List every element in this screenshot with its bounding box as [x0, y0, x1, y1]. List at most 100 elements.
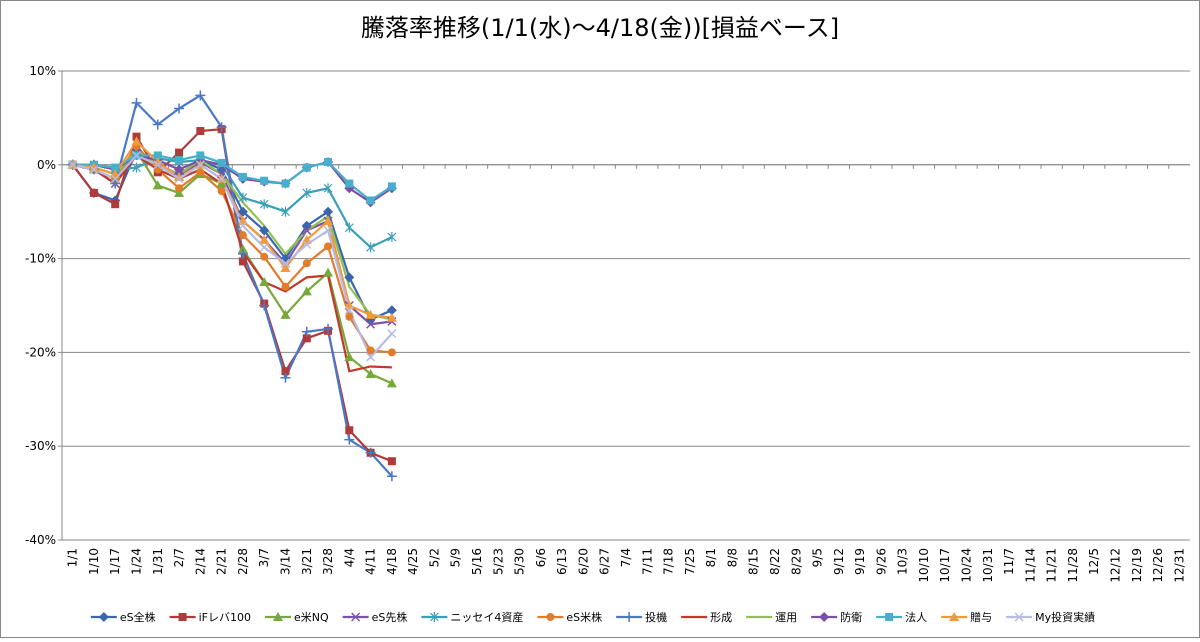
marker [281, 282, 290, 291]
marker [280, 262, 291, 272]
marker [344, 352, 355, 362]
x-tick-label: 3/21 [300, 548, 314, 575]
y-tick-label: 10% [29, 64, 56, 78]
marker [302, 225, 312, 235]
marker [217, 158, 226, 167]
legend-label: eS米株 [566, 610, 602, 624]
x-tick-label: 7/11 [640, 548, 654, 575]
y-tick-label: -40% [25, 533, 56, 547]
x-tick-label: 4/25 [406, 548, 420, 575]
legend-label: 形成 [710, 611, 732, 624]
marker [344, 272, 355, 283]
x-tick-label: 6/20 [576, 548, 590, 575]
marker [386, 305, 397, 316]
marker [323, 267, 334, 277]
marker [301, 326, 312, 337]
marker [196, 151, 205, 160]
marker [131, 150, 142, 160]
marker [624, 612, 635, 622]
marker [366, 346, 375, 355]
marker [174, 187, 185, 197]
marker [281, 179, 290, 188]
marker [302, 259, 311, 268]
x-tick-label: 11/28 [1066, 548, 1080, 583]
x-tick-label: 3/14 [278, 548, 292, 575]
x-tick-label: 4/4 [342, 548, 356, 567]
marker [344, 434, 355, 445]
marker [216, 122, 227, 133]
x-tick-label: 8/1 [704, 548, 718, 567]
marker [153, 160, 163, 170]
x-tick-label: 5/16 [470, 548, 484, 575]
x-tick-label: 4/18 [385, 548, 399, 575]
x-tick-label: 1/24 [129, 548, 143, 575]
marker [301, 286, 312, 296]
marker [366, 319, 376, 329]
marker [351, 612, 361, 622]
marker [89, 188, 98, 197]
marker [259, 199, 269, 210]
marker [195, 160, 205, 170]
marker [196, 127, 205, 136]
y-tick-label: 0% [37, 158, 56, 172]
legend-label: iFレバ100 [199, 611, 251, 624]
marker [259, 300, 270, 311]
marker [323, 323, 334, 334]
x-tick-label: 1/31 [151, 548, 165, 575]
chart-title: 騰落率推移(1/1(水)～4/18(金))[損益ベース] [361, 14, 839, 42]
marker [260, 176, 269, 185]
x-tick-label: 10/10 [917, 548, 931, 583]
x-tick-label: 5/9 [449, 548, 463, 567]
x-tick-label: 6/13 [555, 548, 569, 575]
marker [174, 174, 184, 184]
marker [323, 225, 333, 235]
legend-label: 防衛 [840, 610, 862, 624]
marker [345, 312, 354, 321]
marker [387, 232, 397, 243]
marker [237, 244, 248, 254]
marker [365, 447, 376, 458]
marker [153, 151, 162, 160]
legend-label: 法人 [905, 610, 927, 624]
legend-label: e米NQ [294, 611, 329, 624]
x-tick-label: 5/30 [513, 548, 527, 575]
marker [238, 231, 247, 240]
marker [387, 348, 396, 357]
marker [387, 457, 396, 466]
legend-label: 贈与 [970, 610, 992, 624]
x-tick-label: 10/3 [896, 548, 910, 575]
x-tick-label: 10/24 [960, 548, 974, 583]
marker [323, 206, 334, 217]
marker [387, 182, 396, 191]
marker [429, 612, 439, 622]
marker [366, 352, 376, 362]
marker [302, 163, 311, 172]
marker [217, 187, 226, 196]
marker [324, 242, 333, 251]
x-tick-label: 6/6 [534, 548, 548, 567]
marker [238, 221, 248, 231]
marker [546, 613, 555, 621]
marker [366, 242, 376, 253]
x-tick-label: 3/28 [321, 548, 335, 575]
legend-label: 運用 [775, 611, 797, 624]
marker [111, 163, 120, 172]
marker [132, 162, 141, 173]
marker [237, 248, 248, 259]
marker [302, 187, 312, 198]
marker [259, 225, 270, 236]
marker [366, 196, 375, 205]
x-tick-label: 4/11 [364, 548, 378, 575]
marker [272, 612, 283, 621]
marker [365, 368, 376, 378]
marker [152, 119, 163, 130]
marker [280, 309, 291, 319]
legend: eS全株 iFレバ100 e米NQ eS先株 ニッセイ4資産 eS米株 投機 形成 運用 防衛 法人… [90, 610, 1095, 624]
marker [111, 200, 120, 209]
x-tick-label: 2/21 [215, 548, 229, 575]
series-line [72, 153, 392, 373]
marker [345, 179, 354, 188]
marker [280, 372, 291, 383]
x-tick-label: 1/17 [108, 548, 122, 575]
